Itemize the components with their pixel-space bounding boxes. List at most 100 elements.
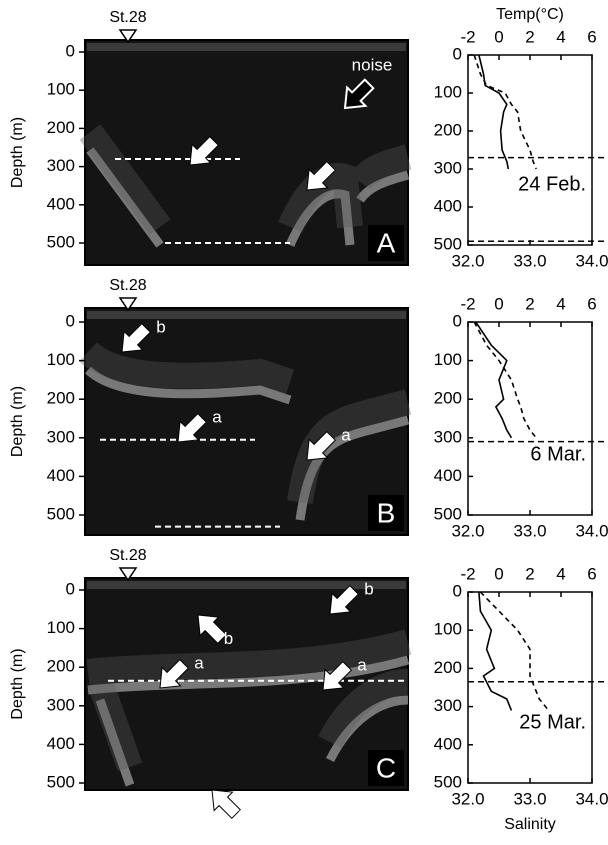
y-tick-label: 500 bbox=[434, 504, 462, 523]
y-tick-label: 400 bbox=[434, 466, 462, 485]
arrow bbox=[159, 658, 190, 689]
x-tick-label: 34.0 bbox=[575, 521, 608, 540]
x-tick-label: 32.0 bbox=[451, 789, 484, 808]
x2-tick-label: 6 bbox=[587, 294, 596, 313]
arrow bbox=[177, 412, 208, 443]
echogram-header bbox=[87, 311, 406, 319]
y-tick-label: 200 bbox=[434, 120, 462, 139]
date-label: 24 Feb. bbox=[518, 173, 586, 195]
panel-letter-box bbox=[368, 225, 404, 261]
y-tick-label: 500 bbox=[47, 504, 75, 523]
y-tick-label: 100 bbox=[434, 350, 462, 369]
station-marker bbox=[118, 297, 138, 312]
arrow-label: b bbox=[224, 629, 233, 648]
date-label: 6 Mar. bbox=[530, 443, 586, 465]
arrow bbox=[121, 322, 152, 353]
y-tick-label: 0 bbox=[453, 44, 462, 63]
y-tick-label: 0 bbox=[453, 581, 462, 600]
arrow-label: a bbox=[357, 656, 367, 675]
y-tick-label: 400 bbox=[47, 734, 75, 753]
x2-tick-label: 4 bbox=[556, 564, 565, 583]
x2-tick-label: 6 bbox=[587, 27, 596, 46]
y-axis-label: Depth (m) bbox=[9, 117, 26, 188]
x-tick-label: 34.0 bbox=[575, 251, 608, 270]
x2-tick-label: 2 bbox=[525, 27, 534, 46]
y-tick-label: 500 bbox=[434, 234, 462, 253]
station-label: St.28 bbox=[109, 277, 146, 294]
arrow bbox=[343, 78, 375, 110]
y-tick-label: 0 bbox=[66, 579, 75, 598]
arrow bbox=[306, 430, 337, 461]
y-tick-label: 100 bbox=[47, 80, 75, 99]
station-label: St.28 bbox=[109, 9, 146, 26]
x-tick-label: 33.0 bbox=[513, 789, 546, 808]
y-tick-label: 500 bbox=[47, 232, 75, 251]
temperature-line bbox=[478, 54, 510, 170]
y-tick-label: 200 bbox=[434, 658, 462, 677]
y-tick-label: 200 bbox=[434, 389, 462, 408]
y-tick-label: 300 bbox=[47, 427, 75, 446]
seabed-echo bbox=[84, 366, 410, 521]
x2-axis-label: Temp(°C) bbox=[496, 6, 564, 23]
salinity-line bbox=[473, 321, 537, 439]
y-tick-label: 100 bbox=[47, 618, 75, 637]
y-tick-label: 400 bbox=[434, 734, 462, 753]
y-tick-label: 500 bbox=[47, 772, 75, 791]
x2-tick-label: -2 bbox=[460, 27, 475, 46]
x-tick-label: 32.0 bbox=[451, 251, 484, 270]
y-tick-label: 500 bbox=[434, 772, 462, 791]
seabed-echo bbox=[86, 147, 410, 248]
x2-tick-label: 0 bbox=[494, 294, 503, 313]
y-tick-label: 0 bbox=[66, 41, 75, 60]
y-tick-label: 300 bbox=[434, 696, 462, 715]
arrow bbox=[189, 135, 220, 166]
x-tick-label: 33.0 bbox=[513, 251, 546, 270]
arrow-label: a bbox=[194, 654, 204, 673]
salinity-line bbox=[479, 591, 550, 711]
x2-tick-label: 0 bbox=[494, 564, 503, 583]
y-tick-label: 100 bbox=[434, 82, 462, 101]
y-tick-label: 400 bbox=[47, 466, 75, 485]
arrow bbox=[211, 789, 242, 820]
y-axis-label: Depth (m) bbox=[9, 386, 26, 457]
panel-letter-box bbox=[368, 750, 404, 786]
arrow bbox=[322, 660, 353, 691]
y-tick-label: 300 bbox=[434, 427, 462, 446]
x-tick-label: 32.0 bbox=[451, 521, 484, 540]
x2-tick-label: 4 bbox=[556, 294, 565, 313]
panel-letter: C bbox=[376, 752, 396, 783]
y-tick-label: 0 bbox=[66, 311, 75, 330]
seabed-echo bbox=[87, 655, 410, 787]
echogram-image bbox=[84, 39, 409, 266]
profile-frame bbox=[467, 321, 593, 516]
x2-tick-label: -2 bbox=[460, 564, 475, 583]
panel-letter: A bbox=[377, 227, 396, 258]
y-tick-label: 300 bbox=[47, 695, 75, 714]
y-tick-label: 300 bbox=[434, 158, 462, 177]
y-tick-label: 200 bbox=[47, 389, 75, 408]
y-tick-label: 100 bbox=[434, 620, 462, 639]
panel-letter-box bbox=[368, 495, 404, 531]
y-tick-label: 100 bbox=[47, 350, 75, 369]
arrow bbox=[197, 614, 228, 645]
arrow-label: a bbox=[238, 804, 248, 823]
panel-letter: B bbox=[377, 497, 396, 528]
x-tick-label: 33.0 bbox=[513, 521, 546, 540]
station-marker bbox=[118, 567, 138, 582]
station-label: St.28 bbox=[109, 547, 146, 564]
y-tick-label: 200 bbox=[47, 657, 75, 676]
x2-tick-label: -2 bbox=[460, 294, 475, 313]
profile-frame bbox=[467, 54, 593, 246]
y-tick-label: 200 bbox=[47, 118, 75, 137]
date-label: 25 Mar. bbox=[519, 711, 586, 733]
arrow-label: a bbox=[212, 408, 222, 427]
y-tick-label: 0 bbox=[453, 311, 462, 330]
arrow bbox=[306, 160, 337, 191]
x2-tick-label: 6 bbox=[587, 564, 596, 583]
temperature-line bbox=[475, 321, 513, 439]
x2-tick-label: 4 bbox=[556, 27, 565, 46]
y-tick-label: 400 bbox=[47, 194, 75, 213]
arrow bbox=[329, 584, 360, 615]
x2-tick-label: 0 bbox=[494, 27, 503, 46]
arrow-label: b bbox=[156, 318, 165, 337]
